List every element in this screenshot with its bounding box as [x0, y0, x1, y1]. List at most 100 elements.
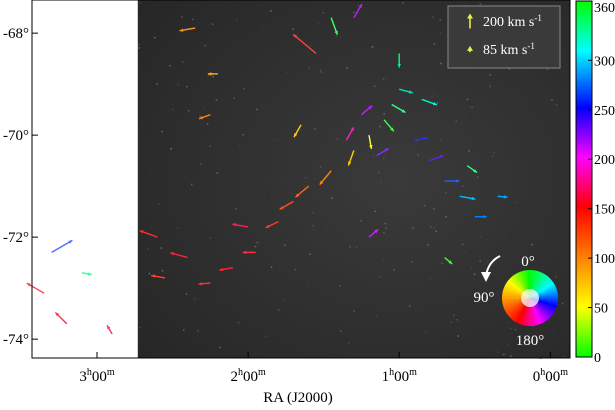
colorbar-tick-label: 300 — [594, 54, 615, 69]
noise-speck — [433, 208, 435, 210]
noise-speck — [450, 321, 453, 324]
noise-speck — [274, 139, 276, 141]
noise-speck — [190, 183, 193, 186]
noise-speck — [346, 67, 348, 69]
noise-speck — [357, 4, 359, 7]
noise-speck — [324, 227, 327, 229]
x-axis-label: RA (J2000) — [263, 390, 333, 406]
noise-speck — [245, 27, 247, 29]
colorbar-ticks: 360 300 250 200 150 100 50 0 — [588, 0, 615, 366]
noise-speck — [186, 85, 188, 88]
noise-speck — [234, 222, 236, 224]
noise-speck — [462, 270, 465, 272]
noise-speck — [514, 201, 517, 204]
noise-speck — [251, 336, 253, 339]
noise-speck — [348, 342, 350, 345]
noise-speck — [240, 285, 243, 288]
noise-speck — [383, 258, 385, 260]
noise-speck — [237, 321, 240, 324]
noise-speck — [309, 253, 311, 255]
legend-box — [447, 5, 561, 69]
noise-speck — [148, 272, 151, 275]
noise-speck — [317, 21, 320, 24]
noise-speck — [199, 115, 201, 118]
noise-speck — [510, 355, 512, 357]
noise-speck — [207, 74, 210, 77]
noise-speck — [349, 246, 351, 248]
velocity-arrowhead — [107, 325, 111, 330]
noise-speck — [374, 85, 376, 88]
noise-speck — [383, 157, 385, 159]
noise-speck — [453, 190, 455, 193]
velocity-arrowhead — [390, 127, 394, 132]
noise-speck — [270, 10, 272, 12]
noise-speck — [309, 45, 312, 47]
noise-speck — [242, 134, 244, 136]
wheel-center — [521, 289, 539, 307]
noise-speck — [393, 268, 395, 271]
velocity-arrowhead — [242, 250, 247, 255]
noise-speck — [466, 200, 468, 203]
y-tick-label: -72° — [3, 230, 29, 246]
velocity-arrows — [26, 3, 508, 335]
velocity-arrowhead — [319, 180, 324, 185]
noise-speck — [154, 36, 156, 39]
noise-speck — [181, 61, 184, 63]
noise-speck — [499, 120, 502, 122]
noise-speck — [383, 113, 385, 115]
noise-speck — [282, 299, 285, 302]
noise-speck — [462, 185, 464, 187]
noise-speck — [519, 84, 521, 86]
noise-speck — [160, 170, 163, 172]
velocity-arrowhead — [439, 155, 444, 159]
noise-speck — [233, 97, 235, 99]
noise-speck — [265, 335, 267, 337]
noise-speck — [462, 243, 464, 246]
noise-speck — [529, 163, 532, 166]
noise-speck — [211, 23, 214, 25]
noise-speck — [436, 102, 439, 104]
noise-speck — [416, 48, 419, 50]
noise-speck — [161, 270, 164, 272]
noise-speck — [553, 330, 555, 333]
noise-speck — [400, 207, 402, 209]
noise-speck — [166, 227, 169, 229]
noise-speck — [452, 315, 454, 318]
colorbar — [575, 0, 593, 358]
noise-speck — [374, 210, 377, 213]
velocity-arrowhead — [401, 109, 406, 113]
colorbar-tick-label: 200 — [594, 153, 615, 168]
noise-speck — [555, 104, 558, 106]
noise-speck — [433, 43, 436, 45]
velocity-arrowhead — [408, 90, 413, 94]
velocity-arrowhead — [26, 283, 31, 287]
noise-speck — [340, 330, 342, 332]
noise-speck — [225, 156, 227, 159]
noise-speck — [509, 327, 512, 330]
velocity-arrowhead — [55, 312, 60, 317]
noise-speck — [568, 78, 570, 81]
velocity-arrowhead — [295, 193, 300, 198]
noise-speck — [139, 326, 141, 329]
noise-speck — [468, 150, 470, 152]
noise-speck — [404, 268, 406, 270]
noise-speck — [263, 26, 265, 28]
noise-speck — [239, 144, 241, 147]
noise-speck — [510, 233, 513, 236]
noise-speck — [172, 108, 174, 111]
noise-speck — [308, 67, 310, 69]
noise-speck — [466, 98, 469, 101]
noise-speck — [309, 149, 311, 151]
noise-speck — [567, 73, 569, 76]
noise-speck — [209, 237, 212, 239]
noise-speck — [183, 329, 185, 331]
x-tick-label: 1h00m — [382, 367, 418, 385]
noise-speck — [319, 166, 322, 168]
noise-speck — [305, 177, 307, 179]
noise-speck — [385, 227, 388, 230]
velocity-arrowhead — [139, 230, 144, 234]
noise-speck — [532, 257, 534, 260]
colorbar-tick-label: 100 — [594, 252, 615, 267]
color-wheel — [501, 269, 559, 327]
noise-speck — [384, 227, 387, 229]
